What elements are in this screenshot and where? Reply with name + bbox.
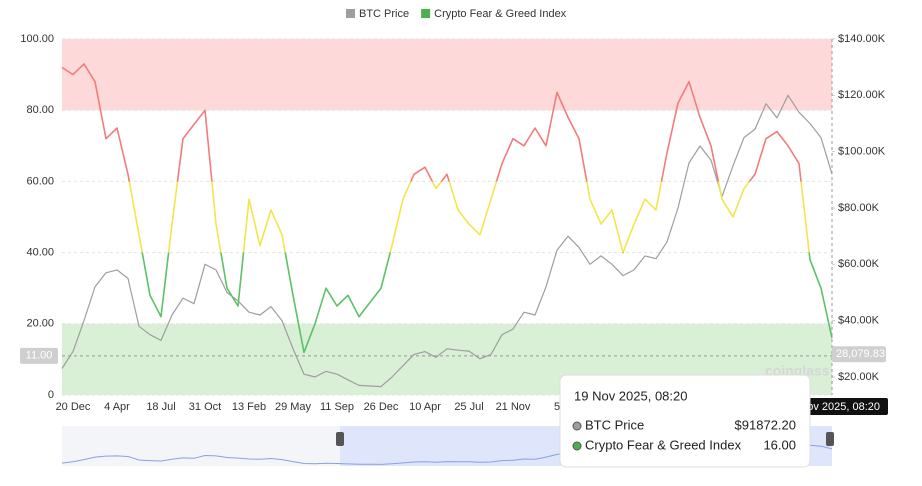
legend-swatch	[421, 9, 431, 18]
x-tick-label: 4 Apr	[104, 401, 130, 413]
y-tick-label: 20.00	[26, 318, 54, 330]
crosshair-y-badge	[20, 347, 58, 364]
y-tick-label: 60.00	[26, 175, 54, 187]
x-tick-label: 21 Nov	[496, 401, 531, 413]
x-tick-label: 31 Oct	[189, 401, 221, 413]
series-line	[61, 63, 833, 354]
tooltip-value: $91872.20	[735, 417, 796, 432]
legend-label: BTC Price	[359, 8, 409, 20]
tooltip-marker	[572, 421, 582, 431]
tooltip-name: BTC Price	[585, 417, 644, 432]
x-tick-label: 13 Feb	[232, 401, 266, 413]
y2-tick-label: $40.00K	[838, 315, 880, 327]
x-tick-label: 25 Jul	[454, 401, 483, 413]
y2-tick-label: $60.00K	[838, 258, 880, 270]
x-tick-label: 5	[554, 401, 560, 413]
tooltip: 19 Nov 2025, 08:20 BTC Price $91872.20 Cryp…	[559, 374, 811, 468]
x-tick-label: 29 May	[275, 401, 312, 413]
tooltip-box	[559, 374, 811, 468]
y2-tick-label: $100.00K	[838, 146, 886, 158]
x-tick-label: 20 Dec	[56, 401, 91, 413]
y-tick-label: 0	[48, 389, 54, 401]
y2-tick-label: $120.00K	[838, 89, 886, 101]
x-tick-label: 18 Jul	[146, 401, 175, 413]
tooltip-value: 16.00	[763, 437, 796, 452]
legend-swatch	[346, 9, 355, 18]
navigator-handle[interactable]	[336, 432, 344, 446]
tooltip-name: Crypto Fear & Greed Index	[585, 437, 742, 452]
navigator-handle[interactable]	[826, 432, 834, 446]
crosshair-y2-label: 28,079.83	[836, 348, 885, 360]
y-tick-label: 80.00	[26, 104, 54, 116]
y-tick-label: 100.00	[20, 33, 54, 45]
series-line	[61, 94, 833, 388]
x-tick-label: 10 Apr	[409, 401, 441, 413]
zone-band	[62, 39, 832, 111]
tooltip-title: 19 Nov 2025, 08:20	[574, 388, 687, 403]
y2-tick-label: $80.00K	[838, 202, 880, 214]
crosshair-y-label: 11.00	[26, 350, 53, 362]
crosshair-y2-badge	[832, 346, 886, 363]
x-tick-label: 26 Dec	[364, 401, 399, 413]
y2-tick-label: $140.00K	[838, 33, 886, 45]
tooltip-marker	[572, 441, 582, 451]
x-tick-label: 11 Sep	[320, 401, 354, 413]
y-tick-label: 40.00	[26, 247, 54, 259]
y2-tick-label: $20.00K	[838, 371, 880, 383]
legend-label: Crypto Fear & Greed Index	[434, 8, 567, 20]
